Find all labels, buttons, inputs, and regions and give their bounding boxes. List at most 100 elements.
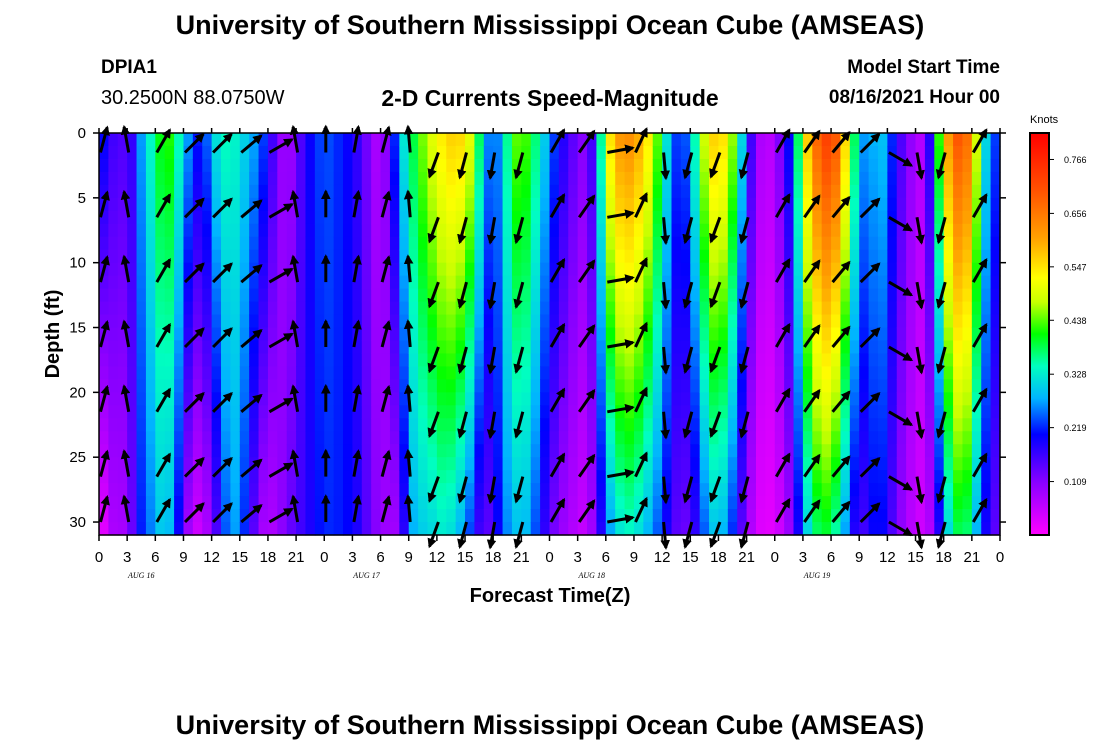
heatmap-cell xyxy=(765,301,776,316)
heatmap-cell xyxy=(709,236,720,251)
heatmap-cell xyxy=(305,379,316,393)
heatmap-cell xyxy=(211,301,222,316)
current-vector xyxy=(155,497,172,523)
current-vector xyxy=(709,281,722,309)
heatmap-cell xyxy=(521,457,532,471)
heatmap-cell xyxy=(380,210,391,225)
heatmap-cell xyxy=(812,171,823,186)
heatmap-cell xyxy=(755,418,766,432)
heatmap-cell xyxy=(699,301,710,316)
heatmap-cell xyxy=(164,158,175,173)
heatmap-cell xyxy=(802,262,813,277)
x-tick-label: 21 xyxy=(964,549,981,566)
heatmap-cell xyxy=(446,275,457,290)
heatmap-cell xyxy=(924,340,935,355)
heatmap-cell xyxy=(906,133,917,147)
heatmap-cell xyxy=(474,171,485,186)
heatmap-cell xyxy=(239,379,250,393)
heatmap-cell xyxy=(643,353,654,368)
heatmap-cell xyxy=(502,483,513,497)
heatmap-cell xyxy=(314,509,325,523)
heatmap-cell xyxy=(155,379,166,393)
heatmap-cell xyxy=(521,483,532,497)
heatmap-cell xyxy=(981,301,992,316)
heatmap-cell xyxy=(145,223,156,238)
heatmap-cell xyxy=(831,340,842,355)
heatmap-cell xyxy=(943,171,954,186)
heatmap-cell xyxy=(530,431,541,445)
heatmap-cell xyxy=(793,301,804,316)
heatmap-cell xyxy=(117,301,128,316)
heatmap-cell xyxy=(981,379,992,393)
heatmap-cell xyxy=(859,509,870,523)
current-vector xyxy=(240,199,263,219)
day-label: AUG 18 xyxy=(578,571,605,580)
heatmap-cell xyxy=(108,184,119,199)
heatmap-cell xyxy=(249,249,260,264)
heatmap-cell xyxy=(333,133,344,147)
current-vector xyxy=(709,151,722,179)
heatmap-cell xyxy=(652,133,663,147)
current-vector xyxy=(859,502,881,524)
heatmap-cell xyxy=(746,314,757,329)
x-tick-label: 6 xyxy=(602,549,610,566)
heatmap-cell xyxy=(784,184,795,199)
heatmap-cell xyxy=(145,470,156,484)
heatmap-cell xyxy=(296,275,307,290)
heatmap-cell xyxy=(680,314,691,329)
heatmap-cell xyxy=(258,158,269,173)
heatmap-cell xyxy=(343,496,354,510)
heatmap-cell xyxy=(821,158,832,173)
heatmap-cell xyxy=(277,418,288,432)
heatmap-cell xyxy=(258,522,269,536)
heatmap-cell xyxy=(136,210,147,225)
heatmap-cell xyxy=(558,522,569,536)
heatmap-cell xyxy=(493,301,504,316)
heatmap-cell xyxy=(990,470,1001,484)
heatmap-cell xyxy=(521,366,532,380)
heatmap-cell xyxy=(699,145,710,160)
heatmap-cell xyxy=(418,133,429,147)
heatmap-cell xyxy=(418,405,429,419)
colorbar-label: 0.547 xyxy=(1064,262,1087,272)
heatmap-cell xyxy=(314,405,325,419)
heatmap-cell xyxy=(971,496,982,510)
current-vector xyxy=(99,449,110,477)
heatmap-cell xyxy=(568,470,579,484)
heatmap-cell xyxy=(389,483,400,497)
heatmap-cell xyxy=(671,340,682,355)
heatmap-cell xyxy=(352,483,363,497)
heatmap-cell xyxy=(277,145,288,160)
heatmap-cell xyxy=(455,353,466,368)
heatmap-cell xyxy=(314,353,325,368)
current-vector xyxy=(660,152,671,181)
heatmap-cell xyxy=(840,301,851,316)
heatmap-cell xyxy=(793,133,804,147)
heatmap-cell xyxy=(821,210,832,225)
heatmap-cell xyxy=(840,145,851,160)
heatmap-cell xyxy=(399,171,410,186)
heatmap-cell xyxy=(934,405,945,419)
heatmap-cell xyxy=(596,444,607,458)
heatmap-cell xyxy=(239,483,250,497)
heatmap-cell xyxy=(389,197,400,212)
heatmap-cell xyxy=(286,275,297,290)
current-vector xyxy=(577,453,596,478)
heatmap-cell xyxy=(418,522,429,536)
heatmap-cell xyxy=(943,275,954,290)
heatmap-cell xyxy=(774,483,785,497)
heatmap-cell xyxy=(812,236,823,251)
heatmap-cell xyxy=(474,353,485,368)
heatmap-cell xyxy=(605,288,616,303)
heatmap-cell xyxy=(962,418,973,432)
heatmap-cell xyxy=(671,301,682,316)
heatmap-cell xyxy=(821,470,832,484)
heatmap-cell xyxy=(774,158,785,173)
current-vector xyxy=(289,384,300,413)
heatmap-cell xyxy=(361,340,372,355)
heatmap-cell xyxy=(953,379,964,393)
heatmap-cells xyxy=(99,133,1001,536)
heatmap-cell xyxy=(455,145,466,160)
heatmap-cell xyxy=(633,184,644,199)
heatmap-cell xyxy=(840,431,851,445)
